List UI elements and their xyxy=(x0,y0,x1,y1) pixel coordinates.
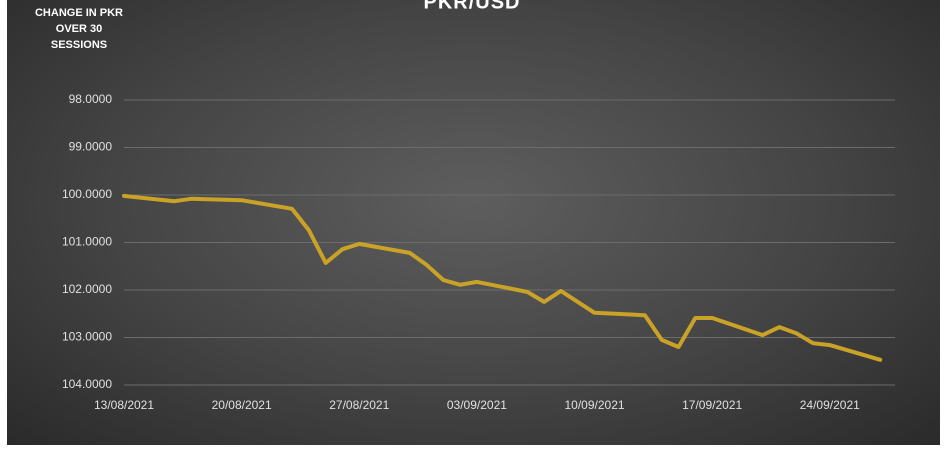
chart: PKR/USD 98.0000 99.0000 100.0000 101.0000 10… xyxy=(62,0,895,412)
y-tick-label: 100.0000 xyxy=(62,187,112,201)
x-tick-label: 20/08/2021 xyxy=(212,398,272,412)
x-tick-label: 24/09/2021 xyxy=(800,398,860,412)
y-tick-label: 102.0000 xyxy=(62,282,112,296)
x-tick-label: 17/09/2021 xyxy=(682,398,742,412)
y-tick-label: 101.0000 xyxy=(62,235,112,249)
y-axis-title: CHANGE IN PKR OVER 30 SESSIONS xyxy=(34,7,123,51)
x-tick-label: 27/08/2021 xyxy=(329,398,389,412)
x-tick-label: 13/08/2021 xyxy=(94,398,154,412)
chart-title: PKR/USD xyxy=(423,0,520,13)
x-tick-label: 03/09/2021 xyxy=(447,398,507,412)
chart-area: PKR/USD 98.0000 99.0000 100.0000 101.0000 10… xyxy=(7,0,940,445)
data-line xyxy=(122,193,883,362)
y-tick-label: 99.0000 xyxy=(69,140,113,154)
y-tick-label: 103.0000 xyxy=(62,330,112,344)
y-tick-label: 98.0000 xyxy=(69,92,113,106)
x-tick-label: 10/09/2021 xyxy=(564,398,624,412)
y-tick-label: 104.0000 xyxy=(62,377,112,391)
